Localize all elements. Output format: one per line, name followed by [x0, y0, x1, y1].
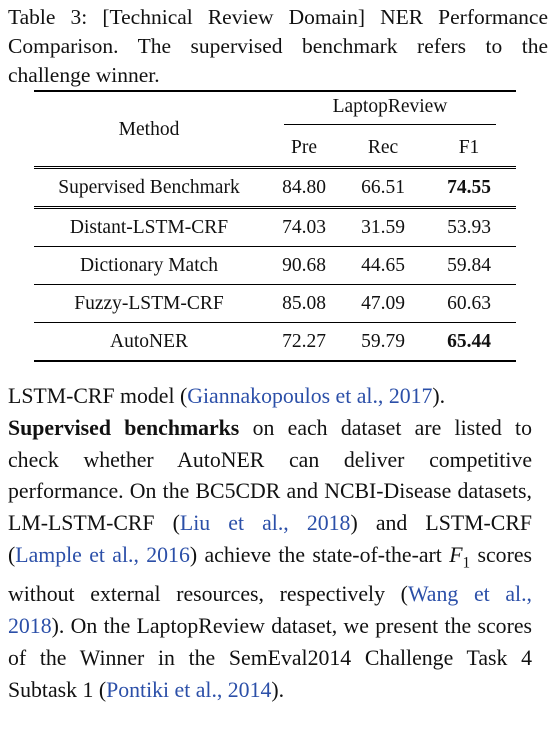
ner-performance-table: Method LaptopReview Pre Rec F1 Supervise… — [34, 90, 516, 362]
row-f1: 74.55 — [447, 176, 491, 198]
row-pre: 72.27 — [282, 330, 326, 352]
table-caption: Table 3: [Technical Review Domain] NER P… — [8, 3, 548, 90]
citation-link[interactable]: Pontiki et al., 2014 — [106, 677, 272, 702]
caption-text: [Technical Review Domain] NER Performanc… — [8, 5, 549, 87]
row-f1: 65.44 — [447, 330, 491, 352]
first-line: LSTM-CRF model (Giannakopoulos et al., 2… — [8, 384, 446, 408]
citation-link[interactable]: Wang et al., 2018 — [8, 582, 533, 638]
header-row-2: Pre Rec F1 — [34, 129, 516, 168]
table-row-benchmark: Supervised Benchmark 84.80 66.51 74.55 — [34, 167, 516, 208]
method-header: Method — [118, 119, 180, 140]
row-f1: 59.84 — [447, 254, 491, 276]
row-method: AutoNER — [110, 330, 188, 352]
body-text: LSTM-CRF model (Giannakopoulos et al., 2… — [8, 381, 532, 706]
row-rec: 44.65 — [361, 254, 405, 276]
row-rec: 31.59 — [361, 216, 405, 238]
row-rec: 47.09 — [361, 292, 405, 314]
table-row: AutoNER 72.27 59.79 65.44 — [34, 322, 516, 361]
row-f1: 60.63 — [447, 292, 491, 314]
row-method: Distant-LSTM-CRF — [69, 216, 229, 238]
metric-header-pre: Pre — [291, 136, 317, 158]
citation-link[interactable]: Liu et al., 2018 — [179, 511, 351, 536]
row-pre: 74.03 — [282, 216, 326, 238]
caption-label: Table 3: — [8, 5, 88, 29]
metric-header-f1: F1 — [458, 136, 480, 158]
supervised-benchmarks-paragraph: Supervised benchmarks on each dataset ar… — [8, 415, 533, 702]
row-method: Dictionary Match — [79, 254, 219, 276]
paragraph-lead: Supervised benchmarks — [8, 415, 240, 440]
row-method: Supervised Benchmark — [58, 176, 240, 198]
table-row: Fuzzy-LSTM-CRF 85.08 47.09 60.63 — [34, 284, 516, 323]
metric-header-rec: Rec — [367, 136, 399, 158]
dataset-header: LaptopReview — [264, 91, 516, 129]
table-row: Distant-LSTM-CRF 74.03 31.59 53.93 — [34, 207, 516, 247]
row-method: Fuzzy-LSTM-CRF — [74, 292, 224, 314]
row-pre: 84.80 — [282, 176, 326, 198]
citation-link[interactable]: Giannakopoulos et al., 2017 — [187, 384, 433, 408]
row-f1: 53.93 — [447, 216, 491, 238]
header-row-1: Method LaptopReview — [34, 91, 516, 140]
row-rec: 59.79 — [361, 330, 405, 352]
row-rec: 66.51 — [361, 176, 405, 198]
f1-symbol: F1 — [449, 542, 471, 572]
citation-link[interactable]: Lample et al., 2016 — [15, 542, 190, 567]
row-pre: 90.68 — [282, 254, 326, 276]
table-row: Dictionary Match 90.68 44.65 59.84 — [34, 246, 516, 285]
row-pre: 85.08 — [282, 292, 326, 314]
